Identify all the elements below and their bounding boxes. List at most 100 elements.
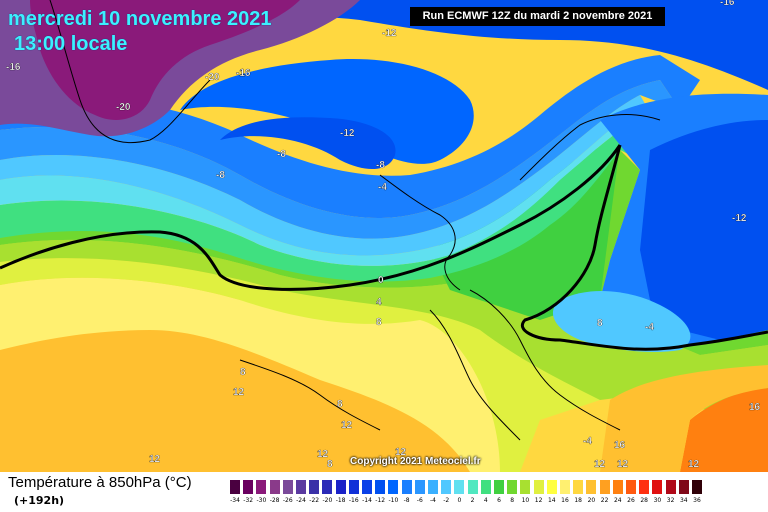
legend-swatch bbox=[322, 480, 333, 494]
legend-label: 34 bbox=[679, 497, 688, 504]
legend-swatch bbox=[612, 480, 623, 494]
legend-swatch bbox=[243, 480, 254, 494]
legend-swatch bbox=[626, 480, 636, 494]
contour-label: -16 bbox=[236, 68, 251, 79]
contour-label: 12 bbox=[617, 459, 629, 470]
legend-swatch bbox=[480, 480, 491, 494]
contour-label: -20 bbox=[205, 72, 220, 83]
legend-swatch bbox=[586, 480, 597, 494]
legend-swatch bbox=[296, 480, 306, 494]
legend-label: -6 bbox=[416, 497, 423, 504]
contour-label: 12 bbox=[149, 454, 161, 465]
legend-label: -26 bbox=[282, 497, 293, 504]
legend-label: -16 bbox=[348, 497, 359, 504]
legend-swatch bbox=[230, 480, 240, 494]
legend-label: 18 bbox=[574, 497, 582, 504]
contour-label: -12 bbox=[732, 213, 747, 224]
contour-label: 12 bbox=[688, 459, 700, 470]
legend-label: 26 bbox=[627, 497, 635, 504]
contour-label: -20 bbox=[116, 102, 131, 113]
legend-label: 4 bbox=[483, 497, 488, 504]
lead-time: (+192h) bbox=[14, 494, 65, 507]
legend-swatch bbox=[652, 480, 663, 494]
legend-label: 8 bbox=[510, 497, 515, 504]
contour-label: -4 bbox=[645, 322, 654, 333]
legend-label: -34 bbox=[230, 497, 240, 504]
legend-swatch bbox=[441, 480, 452, 494]
legend-label: -12 bbox=[375, 497, 386, 504]
legend-swatch bbox=[639, 480, 650, 494]
contour-labels: -12-16-20-16-20 -16-12-8-8-8-4-1204881281… bbox=[6, 0, 761, 470]
field-cyan-green bbox=[0, 125, 640, 282]
field-east-orange bbox=[680, 388, 768, 472]
legend-swatch bbox=[309, 480, 320, 494]
legend-label: 16 bbox=[561, 497, 569, 504]
field-yellow-central bbox=[0, 277, 520, 472]
legend-label: 24 bbox=[613, 497, 622, 504]
contour-label: 12 bbox=[233, 387, 245, 398]
coastlines bbox=[49, 0, 661, 441]
legend-swatch bbox=[269, 480, 280, 494]
legend-swatch bbox=[256, 480, 267, 494]
legend-swatch bbox=[362, 480, 372, 494]
contour-label: -16 bbox=[720, 0, 735, 8]
legend-label: -8 bbox=[403, 497, 410, 504]
legend-label: 10 bbox=[521, 497, 530, 504]
contour-label: -8 bbox=[216, 170, 225, 181]
forecast-time: 13:00 locale bbox=[14, 33, 128, 55]
legend-swatch bbox=[494, 480, 504, 494]
legend-label: 12 bbox=[534, 497, 543, 504]
contour-label: 12 bbox=[317, 449, 329, 460]
field-green-light bbox=[0, 239, 768, 410]
field-deepblue-atlantic bbox=[180, 59, 474, 164]
legend-swatch bbox=[520, 480, 531, 494]
legend-label: 36 bbox=[693, 497, 701, 504]
forecast-date: mercredi 10 novembre 2021 bbox=[8, 8, 272, 30]
legend-swatch bbox=[414, 480, 425, 494]
contour-label: 16 bbox=[614, 440, 626, 451]
legend-label: -14 bbox=[362, 497, 372, 504]
legend-label: -10 bbox=[388, 497, 399, 504]
legend-swatch bbox=[507, 480, 518, 494]
contour-label: 16 bbox=[749, 402, 761, 413]
run-info-box: Run ECMWF 12Z du mardi 2 novembre 2021 bbox=[410, 7, 665, 26]
isotherm-zero-west bbox=[0, 144, 622, 291]
legend-label: -32 bbox=[243, 497, 254, 504]
contour-label: -4 bbox=[583, 436, 592, 447]
legend-label: 0 bbox=[457, 497, 462, 504]
legend-label: 32 bbox=[666, 497, 675, 504]
temperature-map: -12-16-20-16-20 -16-12-8-8-8-4-1204881281… bbox=[0, 0, 768, 472]
legend-label: 14 bbox=[547, 497, 556, 504]
legend-swatch bbox=[388, 480, 399, 494]
contour-label: 0 bbox=[378, 275, 384, 286]
legend-swatch bbox=[692, 480, 702, 494]
legend-swatch bbox=[573, 480, 584, 494]
contour-label: 12 bbox=[341, 420, 353, 431]
field-greenland-core bbox=[30, 0, 300, 120]
legend-swatch bbox=[428, 480, 438, 494]
legend-label: -2 bbox=[443, 497, 450, 504]
legend-label: -18 bbox=[335, 497, 346, 504]
field-orange-south bbox=[0, 305, 470, 472]
legend-swatch bbox=[467, 480, 478, 494]
contour-label: 8 bbox=[376, 317, 382, 328]
legend-label: -4 bbox=[430, 497, 436, 504]
legend-label: -28 bbox=[269, 497, 280, 504]
contour-label: -4 bbox=[378, 182, 387, 193]
legend-label: 20 bbox=[587, 497, 596, 504]
variable-title: Température à 850hPa (°C) bbox=[8, 474, 192, 491]
field-alps-lightblue bbox=[552, 290, 691, 352]
contour-label: -16 bbox=[6, 62, 21, 73]
contour-label: 8 bbox=[240, 367, 246, 378]
legend-label: -22 bbox=[309, 497, 320, 504]
contour-label: 8 bbox=[337, 399, 343, 410]
legend-label: 6 bbox=[497, 497, 501, 504]
field-blue-north bbox=[0, 55, 700, 219]
field-blue-band bbox=[0, 80, 680, 239]
contour-label: -12 bbox=[340, 128, 355, 139]
legend-swatch bbox=[560, 480, 570, 494]
legend-swatch bbox=[335, 480, 346, 494]
legend-label: 2 bbox=[470, 497, 475, 504]
contour-label: -8 bbox=[277, 149, 286, 160]
legend-swatch bbox=[546, 480, 557, 494]
